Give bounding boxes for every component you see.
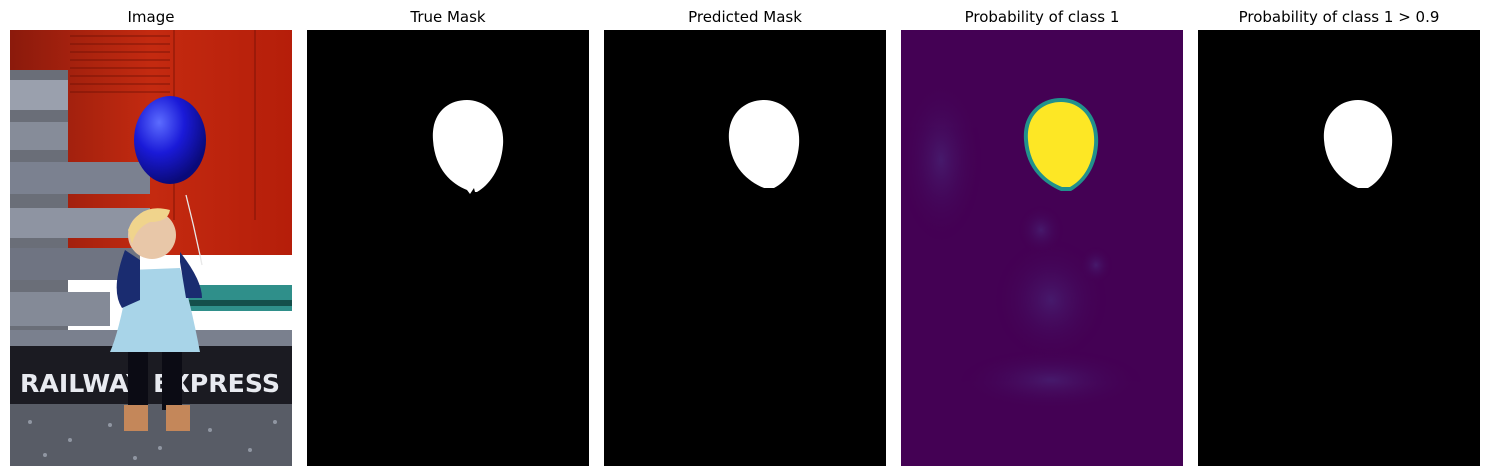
panel-threshold-mask: Probability of class 1 > 0.9 <box>1198 0 1480 476</box>
threshold-mask-image <box>1198 30 1480 466</box>
predicted-mask-image <box>604 30 886 466</box>
child <box>110 208 202 431</box>
probability-heatmap <box>901 30 1183 466</box>
railway-sign-text: RAILWAY EXPRESS <box>20 369 280 398</box>
true-mask-image <box>307 30 589 466</box>
threshold-mask-balloon <box>1323 100 1393 188</box>
gravel-ground <box>10 404 292 466</box>
true-mask-balloon <box>432 100 504 194</box>
wall-slats <box>70 30 256 220</box>
railway-sign <box>10 346 292 404</box>
input-photo: RAILWAY EXPRESS <box>10 30 292 466</box>
probability-balloon-core <box>1027 102 1095 187</box>
panel-title-probability: Probability of class 1 <box>964 8 1120 26</box>
panel-title-predicted-mask: Predicted Mask <box>688 8 802 26</box>
probability-faint-structure <box>901 80 1141 410</box>
panel-title-threshold-mask: Probability of class 1 > 0.9 <box>1238 8 1440 26</box>
balloon-string <box>185 194 203 266</box>
balloon <box>134 96 206 184</box>
wooden-bench <box>10 70 292 370</box>
panel-title-image: Image <box>127 8 175 26</box>
gravel-specks <box>28 420 277 460</box>
panel-true-mask: True Mask <box>307 0 589 476</box>
panel-probability: Probability of class 1 <box>901 0 1183 476</box>
panel-title-true-mask: True Mask <box>410 8 486 26</box>
predicted-mask-balloon <box>728 100 800 188</box>
panel-predicted-mask: Predicted Mask <box>604 0 886 476</box>
panel-image: Image <box>10 0 292 476</box>
